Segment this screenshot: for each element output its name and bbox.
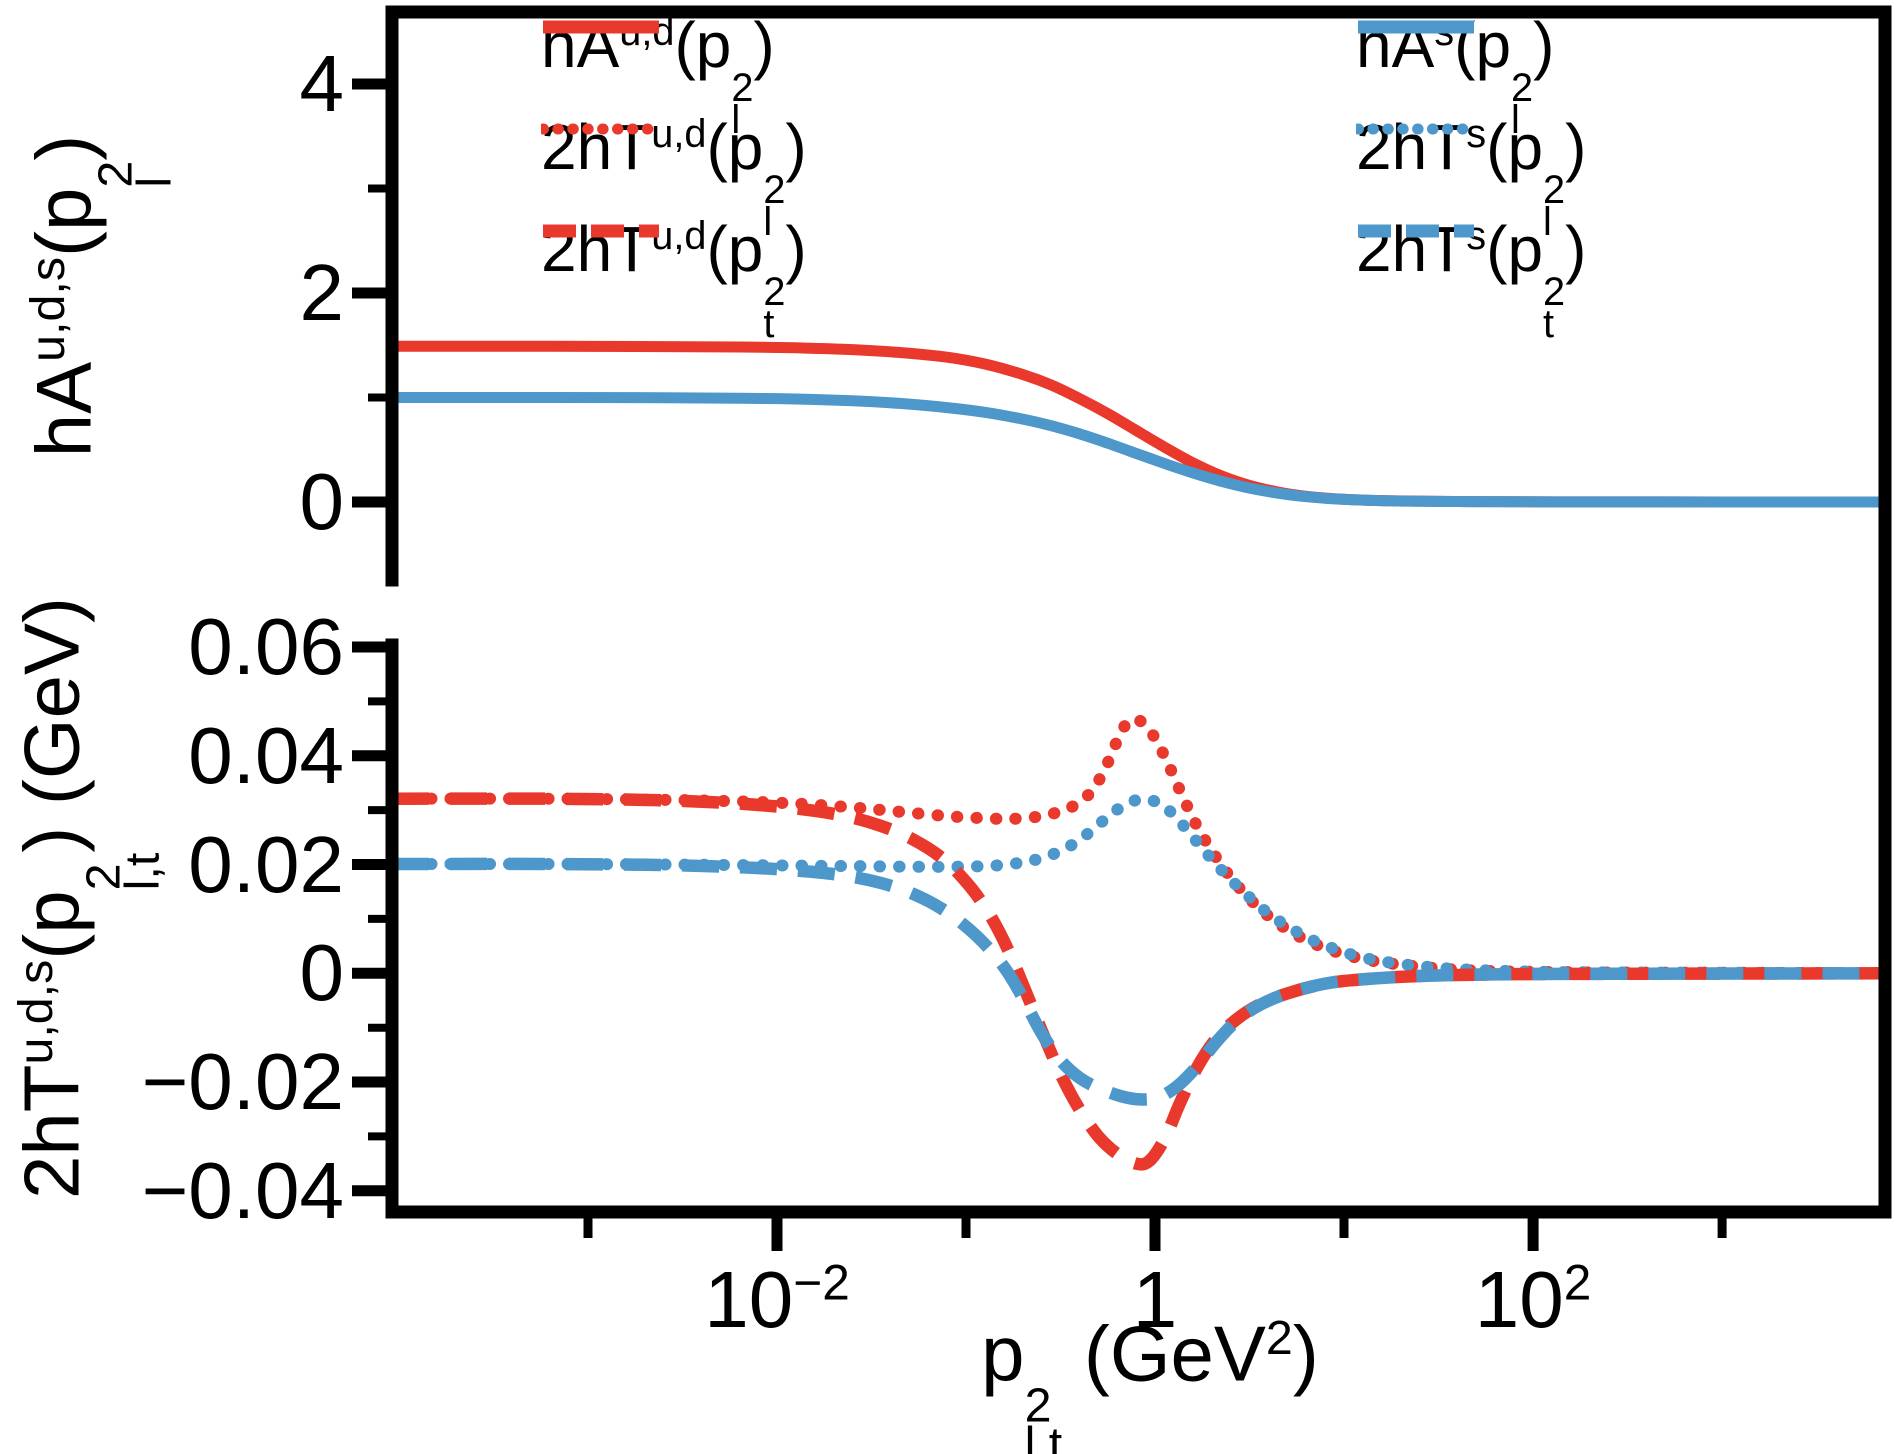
bottom-y-tick-label: 0.06 bbox=[188, 602, 344, 691]
top-y-tick-label: 2 bbox=[299, 247, 345, 337]
legend-dotted-line-icon bbox=[541, 123, 661, 135]
curve-2hT-ud-pl bbox=[386, 713, 1891, 980]
legend-label: 2hTu,d(p 2 t) bbox=[541, 213, 807, 347]
legend-solid-line-icon bbox=[543, 20, 659, 34]
x-tick-label: 102 bbox=[1474, 1254, 1592, 1344]
legend-label: 2hTs(p 2 t) bbox=[1356, 213, 1587, 347]
legend-item-red-dashed: 2hTu,d(p 2 t) bbox=[541, 217, 807, 344]
bottom-y-tick-label: 0.04 bbox=[188, 710, 344, 800]
curve-hA-ud bbox=[391, 340, 1885, 508]
curve-2hT-s-pl bbox=[386, 793, 1891, 980]
spine-top-panel bbox=[385, 5, 1892, 1219]
curve-2hT-s-pt bbox=[391, 857, 1886, 1106]
legend-solid-line-icon bbox=[1358, 20, 1474, 34]
legend-dashed-line-icon bbox=[1358, 224, 1474, 238]
bottom-y-tick-label: −0.04 bbox=[141, 1145, 344, 1235]
legend-item-red-dotted: 2hTu,d(p 2 l) bbox=[541, 115, 807, 242]
top-y-axis-label: hAu,d,s(p 2 l) bbox=[19, 134, 182, 458]
legend-dotted-line-icon bbox=[1356, 123, 1476, 135]
x-tick-label: 1 bbox=[1132, 1255, 1178, 1344]
x-axis-label: p 2 l,t (GeV2) bbox=[981, 1309, 1319, 1454]
legend-item-blue-dashed: 2hTs(p 2 t) bbox=[1356, 217, 1586, 344]
bottom-y-tick-label: 0 bbox=[299, 928, 345, 1018]
top-y-tick-label: 0 bbox=[299, 456, 345, 546]
bottom-y-tick-label: −0.02 bbox=[141, 1037, 344, 1127]
spine-bottom-panel bbox=[385, 638, 1892, 1219]
curve-2hT-ud-pt bbox=[391, 792, 1886, 1171]
legend-item-red-solid: hAu,d(p2l) bbox=[541, 13, 775, 140]
legend-item-blue-dotted: 2hTs(p 2 l) bbox=[1356, 115, 1586, 242]
legend-dashed-line-icon bbox=[543, 224, 659, 238]
curve-hA-s bbox=[391, 391, 1885, 508]
top-y-tick-label: 4 bbox=[299, 38, 345, 128]
legend-item-blue-solid: hAs(p2l) bbox=[1356, 13, 1554, 140]
bottom-y-tick-label: 0.02 bbox=[188, 819, 344, 909]
x-tick-label: 10−2 bbox=[704, 1254, 850, 1344]
